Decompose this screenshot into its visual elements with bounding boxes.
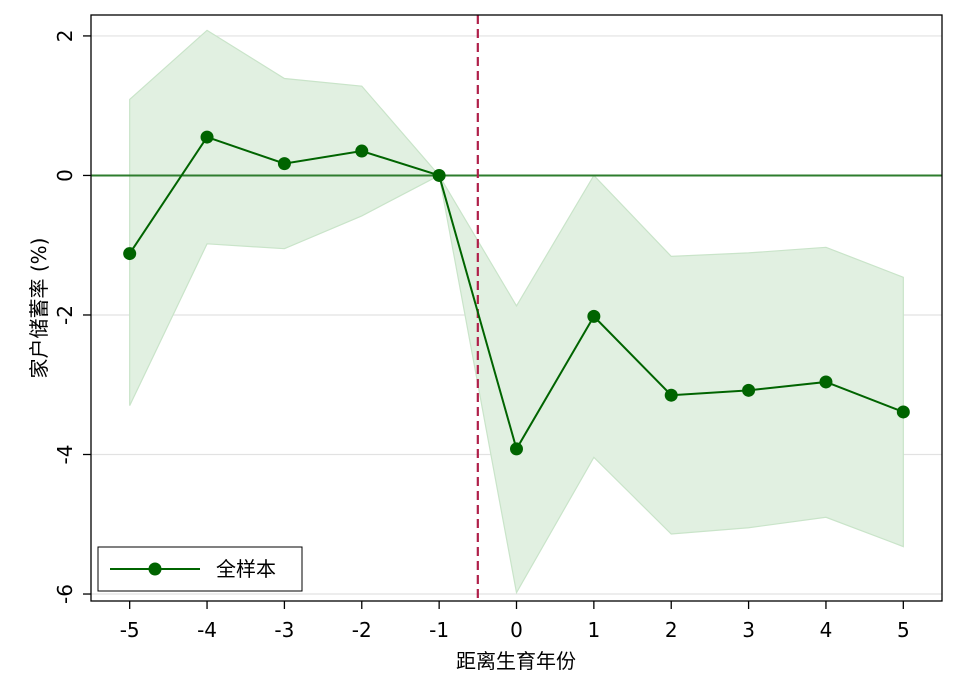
data-point xyxy=(664,388,678,402)
x-tick-label: -2 xyxy=(352,618,372,642)
x-tick-label: -5 xyxy=(120,618,140,642)
data-point xyxy=(200,130,214,144)
data-point xyxy=(742,383,756,397)
x-tick-label: -4 xyxy=(197,618,217,642)
x-tick-label: 3 xyxy=(742,618,755,642)
x-tick-label: -1 xyxy=(429,618,449,642)
y-axis-title: 家户储蓄率 (%) xyxy=(27,238,51,379)
x-tick-label: 4 xyxy=(820,618,833,642)
y-tick-label: -6 xyxy=(53,584,77,604)
data-point xyxy=(587,309,601,323)
data-point xyxy=(819,375,833,389)
x-tick-label: 5 xyxy=(897,618,910,642)
legend: 全样本 xyxy=(97,546,303,592)
y-tick-label: -2 xyxy=(53,305,77,325)
y-tick-label: -4 xyxy=(53,445,77,465)
reference-lines xyxy=(91,15,942,601)
data-point xyxy=(355,144,369,158)
axes: -5 -4 -3 -2 -1 0 1 2 3 4 5 2 0 -2 -4 -6 xyxy=(53,30,910,642)
x-tick-label: 2 xyxy=(665,618,678,642)
confidence-band xyxy=(129,29,904,595)
legend-marker-swatch xyxy=(148,562,162,576)
y-tick-label: 2 xyxy=(53,30,77,43)
data-point xyxy=(123,247,137,261)
confidence-band-area xyxy=(129,29,904,595)
data-point xyxy=(432,168,446,182)
series-layer xyxy=(123,130,910,456)
data-point xyxy=(277,157,291,171)
legend-entry-label: 全样本 xyxy=(216,557,276,581)
y-tick-label: 0 xyxy=(53,169,77,182)
data-point xyxy=(896,405,910,419)
x-axis-title: 距离生育年份 xyxy=(456,649,576,673)
data-point xyxy=(510,442,523,456)
x-tick-label: 1 xyxy=(587,618,600,642)
x-tick-label: 0 xyxy=(510,618,523,642)
x-tick-label: -3 xyxy=(274,618,294,642)
